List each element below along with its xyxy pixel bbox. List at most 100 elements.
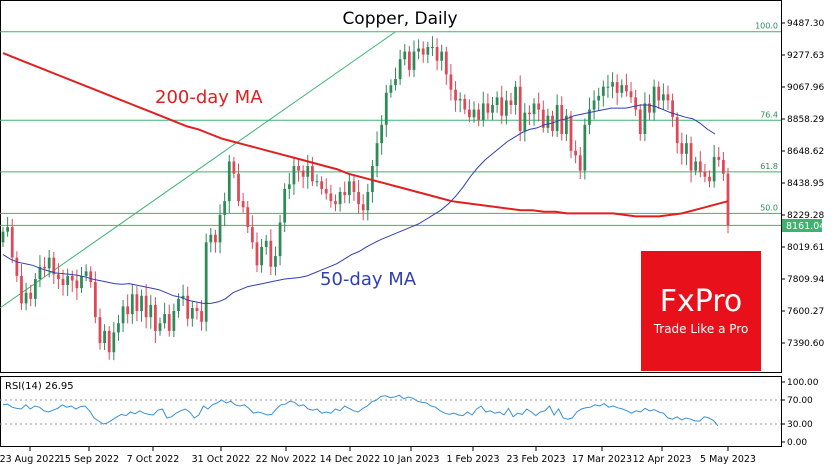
- candle-body: [398, 59, 402, 80]
- candle-body: [371, 166, 374, 192]
- candle-body: [250, 227, 254, 243]
- candle-body: [523, 112, 527, 131]
- x-tick-label: 7 Oct 2022: [127, 454, 180, 465]
- x-tick-label: 17 Mar 2023: [572, 454, 632, 465]
- candle-body: [606, 86, 610, 88]
- candle-body: [675, 117, 679, 144]
- rsi-tick-label: 70.00: [787, 396, 813, 406]
- candle-body: [509, 100, 513, 106]
- candle-body: [274, 256, 277, 267]
- y-tick-label: 7809.94: [787, 275, 824, 285]
- y-tick-label: 8229.28: [787, 211, 824, 221]
- candle-body: [306, 166, 310, 177]
- candle-body: [569, 115, 573, 151]
- candle-body: [458, 98, 462, 101]
- candle-body: [158, 323, 162, 331]
- candle-body: [80, 275, 83, 289]
- candle-body: [301, 170, 305, 177]
- rsi-label: RSI(14) 26.95: [5, 381, 74, 392]
- x-tick-label: 14 Dec 2022: [320, 454, 381, 465]
- candle-body: [255, 242, 259, 266]
- logo-tagline: Trade Like a Pro: [653, 322, 749, 336]
- last-price-tag: 8161.04: [782, 219, 825, 232]
- candle-body: [495, 97, 499, 106]
- x-tick-label: 12 Apr 2023: [633, 454, 692, 465]
- x-tick-label: 5 May 2023: [700, 454, 756, 465]
- x-tick-label: 1 Feb 2023: [446, 454, 499, 465]
- candle-body: [347, 181, 351, 196]
- candle-body: [227, 161, 231, 202]
- candle-body: [500, 97, 504, 116]
- candle-body: [537, 103, 541, 110]
- candle-body: [472, 109, 476, 118]
- candle-body: [260, 246, 263, 266]
- candle-body: [218, 214, 222, 243]
- candle-body: [620, 85, 624, 93]
- candles: [1, 36, 730, 361]
- candle-body: [680, 143, 684, 154]
- candle-body: [20, 275, 23, 304]
- candle-body: [366, 191, 370, 211]
- candle-body: [195, 307, 199, 312]
- candle-body: [440, 51, 444, 61]
- candle-body: [454, 89, 457, 101]
- candle-body: [652, 86, 656, 113]
- candle-body: [33, 278, 37, 299]
- candle-body: [601, 86, 605, 96]
- candle-body: [444, 51, 448, 75]
- candle-body: [117, 323, 120, 333]
- y-tick-label: 9277.63: [787, 51, 824, 61]
- candle-body: [611, 82, 614, 87]
- candle-body: [181, 295, 185, 299]
- rsi-tick-label: 0.00: [787, 438, 807, 448]
- ma200-label: 200-day MA: [155, 87, 263, 108]
- candle-body: [389, 85, 393, 93]
- candle-body: [334, 201, 337, 205]
- y-tick-label: 8019.61: [787, 243, 824, 253]
- candle-body: [486, 103, 490, 113]
- candle-body: [431, 47, 434, 49]
- candle-body: [324, 188, 328, 194]
- main-panel: [0, 0, 782, 373]
- candle-body: [232, 161, 236, 174]
- x-tick-label: 23 Feb 2023: [506, 454, 565, 465]
- candle-body: [130, 294, 134, 315]
- candle-body: [468, 109, 471, 118]
- x-tick-label: 31 Oct 2022: [192, 454, 251, 465]
- fibonacci-levels: 100.0 76.4 61.8 50.0: [0, 22, 781, 226]
- candle-body: [504, 100, 508, 116]
- y-tick-label: 7390.60: [787, 339, 824, 349]
- candle-body: [343, 191, 347, 196]
- candle-body: [167, 314, 171, 331]
- trend-line: [0, 31, 396, 309]
- x-tick-label: 15 Sep 2022: [59, 454, 119, 465]
- fib-label-3: 50.0: [760, 203, 778, 212]
- candle-body: [708, 176, 711, 182]
- ma200-line: [2, 52, 729, 218]
- candle-body: [144, 295, 148, 318]
- candle-body: [315, 181, 319, 183]
- candle-body: [186, 295, 190, 319]
- candle-body: [287, 184, 291, 189]
- y-tick-label: 9487.30: [787, 19, 824, 29]
- candle-body: [685, 143, 688, 154]
- candle-body: [403, 51, 407, 60]
- ma50-line: [2, 104, 716, 304]
- x-tick-label: 10 Jan 2023: [383, 454, 440, 465]
- candle-body: [107, 330, 111, 353]
- candle-body: [163, 314, 167, 324]
- candle-body: [518, 86, 522, 131]
- fib-label-1: 76.4: [760, 110, 778, 119]
- candle-body: [352, 181, 356, 192]
- candle-body: [661, 94, 665, 101]
- candle-body: [615, 82, 619, 93]
- candle-body: [380, 124, 384, 144]
- candle-body: [320, 181, 324, 189]
- rsi-line: [2, 394, 719, 427]
- candle-body: [15, 257, 19, 276]
- fxpro-logo: FxPro Trade Like a Pro: [641, 251, 761, 371]
- candle-body: [555, 105, 559, 131]
- candle-body: [93, 282, 97, 318]
